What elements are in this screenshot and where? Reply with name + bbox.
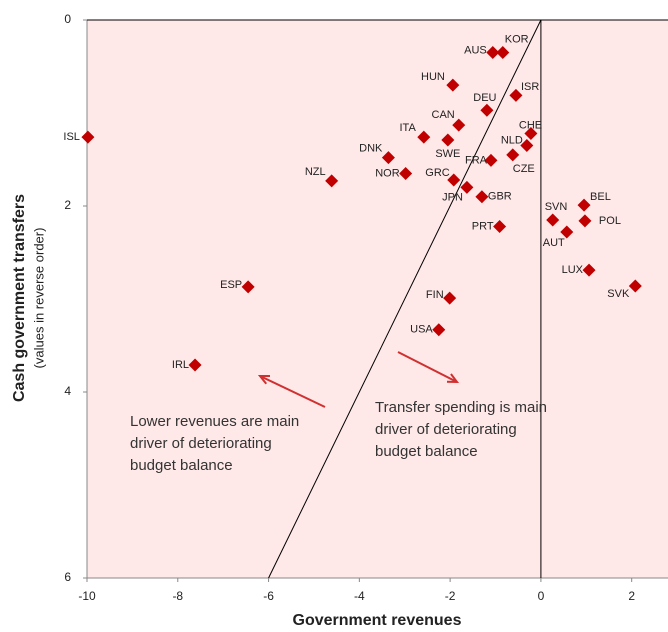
- point: [417, 130, 431, 144]
- diagonal-line: [268, 19, 542, 579]
- y-axis-title: Cash government transfers: [11, 194, 28, 402]
- point-label: POL: [599, 215, 621, 227]
- point-label: HUN: [421, 71, 445, 83]
- point-label: ITA: [400, 122, 417, 134]
- point-label: KOR: [505, 33, 529, 45]
- y-tick-label: 6: [64, 570, 71, 584]
- point-label: CZE: [513, 163, 535, 175]
- point-label: USA: [410, 324, 433, 336]
- point-label: PRT: [472, 220, 494, 232]
- annotation: Transfer spending is main: [375, 399, 547, 416]
- point: [560, 225, 574, 239]
- point: [452, 118, 466, 132]
- point-label: SVN: [545, 201, 568, 213]
- point: [520, 139, 534, 153]
- point-label: NOR: [375, 167, 400, 179]
- point-label: SWE: [435, 148, 460, 160]
- point-label: ISL: [63, 131, 80, 143]
- point-label: LUX: [562, 264, 584, 276]
- x-tick-label: 2: [628, 589, 635, 603]
- annotation: driver of deteriorating: [375, 421, 517, 438]
- point-label: JPN: [442, 191, 463, 203]
- point: [447, 173, 461, 187]
- point: [443, 291, 457, 305]
- point-label: FRA: [465, 154, 488, 166]
- point: [480, 103, 494, 117]
- point-label: DEU: [473, 92, 496, 104]
- y-axis-subtitle: (values in reverse order): [31, 228, 46, 369]
- point-label: NLD: [501, 134, 523, 146]
- y-tick-label: 0: [64, 12, 71, 26]
- point: [496, 46, 510, 60]
- point-label: NZL: [305, 166, 326, 178]
- point: [524, 126, 538, 140]
- x-tick-label: -6: [263, 589, 274, 603]
- point-label: GBR: [488, 191, 512, 203]
- x-tick-label: 0: [538, 589, 545, 603]
- point: [509, 88, 523, 102]
- point: [432, 323, 446, 337]
- x-tick-label: -10: [78, 589, 96, 603]
- x-tick-label: -2: [445, 589, 456, 603]
- point: [506, 148, 520, 162]
- point: [475, 190, 489, 204]
- annotation: Lower revenues are main: [130, 413, 299, 430]
- point-label: IRL: [172, 359, 189, 371]
- point: [446, 78, 460, 92]
- point: [577, 198, 591, 212]
- point: [325, 174, 339, 188]
- annotation: budget balance: [375, 443, 478, 460]
- y-tick-label: 4: [64, 384, 71, 398]
- arrow-head: [446, 373, 460, 384]
- point: [241, 280, 255, 294]
- point-label: AUT: [543, 237, 565, 249]
- point-label: SVK: [607, 288, 630, 300]
- annotation: driver of deteriorating: [130, 435, 272, 452]
- y-tick-label: 2: [64, 198, 71, 212]
- x-tick-label: -4: [354, 589, 365, 603]
- point-label: CAN: [432, 109, 455, 121]
- point-label: BEL: [590, 191, 611, 203]
- point: [381, 151, 395, 165]
- annotation: budget balance: [130, 457, 233, 474]
- point: [578, 214, 592, 228]
- point-label: DNK: [359, 143, 383, 155]
- point-label: GRC: [425, 167, 450, 179]
- point: [484, 153, 498, 167]
- point: [582, 263, 596, 277]
- point: [493, 219, 507, 233]
- x-tick-label: -8: [172, 589, 183, 603]
- point-label: ISR: [521, 81, 539, 93]
- point-label: ESP: [220, 279, 242, 291]
- point: [188, 358, 202, 372]
- point-label: CHE: [519, 119, 542, 131]
- x-axis-title: Government revenues: [293, 612, 462, 629]
- arrow: [397, 351, 458, 383]
- point: [546, 213, 560, 227]
- point: [628, 279, 642, 293]
- point-label: FIN: [426, 289, 444, 301]
- point: [460, 180, 474, 194]
- point: [399, 166, 413, 180]
- arrow: [259, 375, 326, 408]
- point: [81, 130, 95, 144]
- arrow-head: [257, 374, 271, 385]
- point-label: AUS: [464, 44, 487, 56]
- point: [486, 46, 500, 60]
- point: [441, 133, 455, 147]
- plot-area: [87, 20, 668, 578]
